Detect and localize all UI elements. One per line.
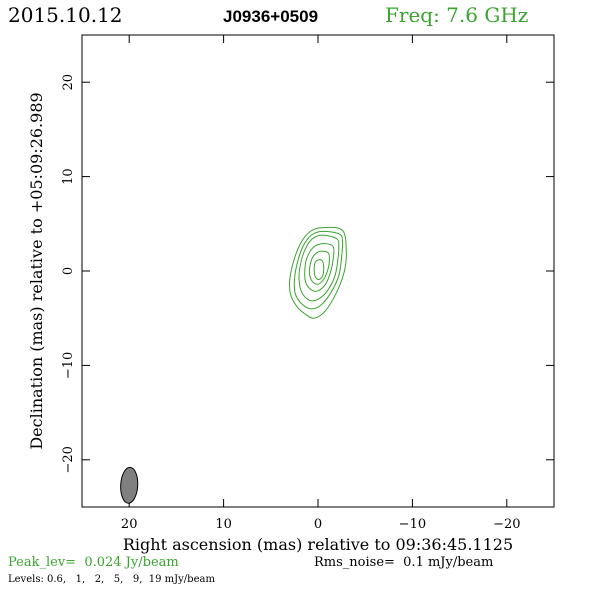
y-tick-label: −20 bbox=[61, 446, 76, 473]
x-tick-label: −10 bbox=[399, 517, 426, 532]
contour-layer bbox=[288, 226, 347, 319]
source-name: J0936+0509 bbox=[223, 7, 318, 26]
beam-layer bbox=[120, 466, 139, 504]
x-tick-label: 0 bbox=[314, 517, 322, 532]
y-tick-label: 10 bbox=[61, 168, 76, 185]
y-tick-label: −10 bbox=[61, 352, 76, 379]
contour-levels: Levels: 0.6, 1, 2, 5, 9, 19 mJy/beam bbox=[8, 574, 215, 585]
x-tick-label: −20 bbox=[493, 517, 520, 532]
observation-date: 2015.10.12 bbox=[8, 3, 123, 27]
beam-ellipse bbox=[120, 466, 139, 504]
contour-level-1 bbox=[293, 230, 344, 310]
y-axis-label: Declination (mas) relative to +05:09:26.… bbox=[27, 92, 46, 449]
plot-frame bbox=[81, 34, 555, 508]
x-tick-label: 20 bbox=[121, 517, 138, 532]
contour-level-2 bbox=[298, 234, 340, 302]
y-tick-label: 20 bbox=[61, 74, 76, 91]
x-axis-label: Right ascension (mas) relative to 09:36:… bbox=[123, 535, 513, 554]
peak-level: Peak_lev= 0.024 Jy/beam bbox=[8, 555, 179, 570]
contour-level-9 bbox=[308, 250, 330, 285]
ticks-layer: 20 10 0 −10 −20 20 10 0 −10 −20 bbox=[61, 35, 554, 532]
contour-level-0_6 bbox=[288, 226, 347, 319]
contour-level-19 bbox=[313, 259, 325, 281]
frequency-label: Freq: 7.6 GHz bbox=[385, 3, 528, 27]
x-tick-label: 10 bbox=[215, 517, 232, 532]
rms-noise: Rms_noise= 0.1 mJy/beam bbox=[314, 555, 493, 570]
contour-level-5 bbox=[304, 243, 335, 292]
y-tick-label: 0 bbox=[61, 267, 76, 275]
